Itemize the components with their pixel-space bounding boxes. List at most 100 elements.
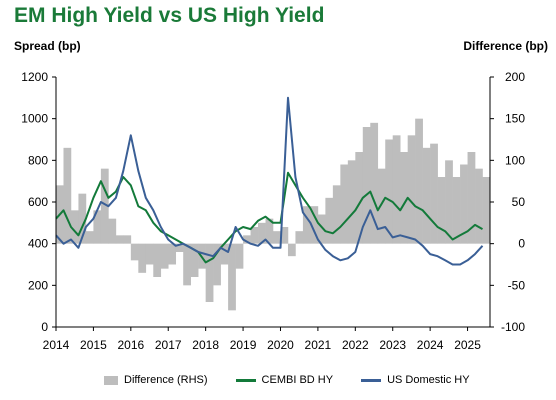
x-tick-label: 2024 <box>417 338 444 352</box>
legend-label-us: US Domestic HY <box>387 374 470 386</box>
difference-bar <box>392 135 401 244</box>
difference-bar <box>205 243 214 302</box>
legend-item-cembi: CEMBI BD HY <box>235 374 334 386</box>
difference-bar <box>138 243 147 273</box>
difference-bar <box>228 243 236 311</box>
chart-title: EM High Yield vs US High Yield <box>14 4 325 27</box>
difference-bar <box>190 243 199 277</box>
cembi-line <box>55 171 483 264</box>
difference-bar <box>340 164 349 244</box>
x-tick-label: 2018 <box>192 338 219 352</box>
right-axis-title: Difference (bp) <box>463 39 548 53</box>
left-tick-label: 1200 <box>21 70 48 84</box>
x-tick-label: 2020 <box>267 338 294 352</box>
right-tick-label: -50 <box>508 278 526 292</box>
difference-bar <box>235 243 244 269</box>
x-tick-label: 2015 <box>80 338 107 352</box>
left-axis-title: Spread (bp) <box>14 39 81 53</box>
legend-item-us: US Domestic HY <box>361 374 470 386</box>
legend-swatch-cembi <box>235 378 256 382</box>
difference-bar <box>78 193 87 244</box>
left-tick-label: 0 <box>41 320 48 334</box>
difference-bar <box>325 197 334 244</box>
difference-bar <box>93 210 102 244</box>
difference-bar <box>108 218 117 244</box>
x-tick-label: 2019 <box>230 338 257 352</box>
right-tick-label: -100 <box>501 320 525 334</box>
axes-layer: 0 200 400 600 800 1000 1200 -100 -50 0 50 100 150 200… <box>21 70 525 352</box>
x-tick-label: 2023 <box>379 338 406 352</box>
difference-bar <box>317 214 326 244</box>
difference-bar <box>160 243 169 269</box>
difference-bar <box>332 185 341 244</box>
legend-label-difference: Difference (RHS) <box>124 374 208 386</box>
difference-bar <box>407 135 416 244</box>
difference-bar <box>220 243 229 265</box>
difference-bar <box>183 243 191 286</box>
difference-bar <box>377 168 386 244</box>
x-tick-label: 2025 <box>454 338 481 352</box>
difference-bar <box>287 243 296 257</box>
spread-lines-layer <box>55 96 484 266</box>
difference-bar <box>355 152 364 244</box>
x-tick-label: 2014 <box>43 338 70 352</box>
difference-bar <box>310 206 319 244</box>
left-tick-label: 600 <box>28 195 48 209</box>
difference-bar <box>85 231 94 244</box>
difference-bar <box>422 147 431 244</box>
difference-bar <box>265 218 274 244</box>
difference-bar <box>445 160 453 244</box>
difference-bar <box>123 235 132 244</box>
right-tick-label: 100 <box>505 153 525 167</box>
x-tick-label: 2022 <box>342 338 369 352</box>
difference-bar <box>100 168 109 244</box>
legend-swatch-difference <box>104 375 118 385</box>
difference-bar <box>130 243 139 261</box>
difference-bar <box>370 122 379 244</box>
right-tick-label: 150 <box>505 112 525 126</box>
difference-bar <box>415 118 423 244</box>
legend-label-cembi: CEMBI BD HY <box>261 374 334 386</box>
legend: Difference (RHS) CEMBI BD HY US Domestic… <box>104 374 470 386</box>
difference-bar <box>115 235 124 244</box>
difference-bar <box>430 143 438 244</box>
difference-bar <box>145 243 154 265</box>
difference-bar <box>153 243 162 277</box>
difference-bar <box>280 227 289 244</box>
right-tick-label: 200 <box>505 70 525 84</box>
difference-bar <box>63 147 72 244</box>
difference-bar <box>460 164 468 244</box>
difference-bar <box>362 127 371 244</box>
difference-bar <box>168 243 177 265</box>
difference-bar <box>437 177 446 244</box>
x-tick-label: 2017 <box>155 338 182 352</box>
difference-bar <box>385 139 394 244</box>
x-tick-label: 2021 <box>305 338 332 352</box>
difference-bar <box>175 243 184 252</box>
x-tick-label: 2016 <box>117 338 144 352</box>
difference-bar <box>347 160 356 244</box>
difference-bar <box>250 227 259 244</box>
difference-bar <box>482 177 491 244</box>
right-tick-label: 0 <box>518 237 525 251</box>
difference-bar <box>475 168 483 244</box>
us-line <box>55 96 484 266</box>
difference-bar <box>70 210 79 244</box>
difference-bar <box>273 231 281 244</box>
left-tick-label: 800 <box>28 153 48 167</box>
difference-bar <box>243 235 251 244</box>
legend-swatch-us <box>361 378 382 382</box>
difference-bar <box>452 177 461 244</box>
difference-bar <box>400 152 408 244</box>
left-tick-label: 200 <box>28 278 48 292</box>
difference-bar <box>213 243 221 286</box>
right-tick-label: 50 <box>512 195 526 209</box>
legend-item-difference: Difference (RHS) <box>104 374 208 386</box>
difference-bar <box>258 222 266 244</box>
difference-bar <box>295 231 304 244</box>
difference-bar <box>467 152 476 244</box>
left-tick-label: 1000 <box>21 112 48 126</box>
difference-bar <box>302 206 311 244</box>
left-tick-label: 400 <box>28 237 48 251</box>
